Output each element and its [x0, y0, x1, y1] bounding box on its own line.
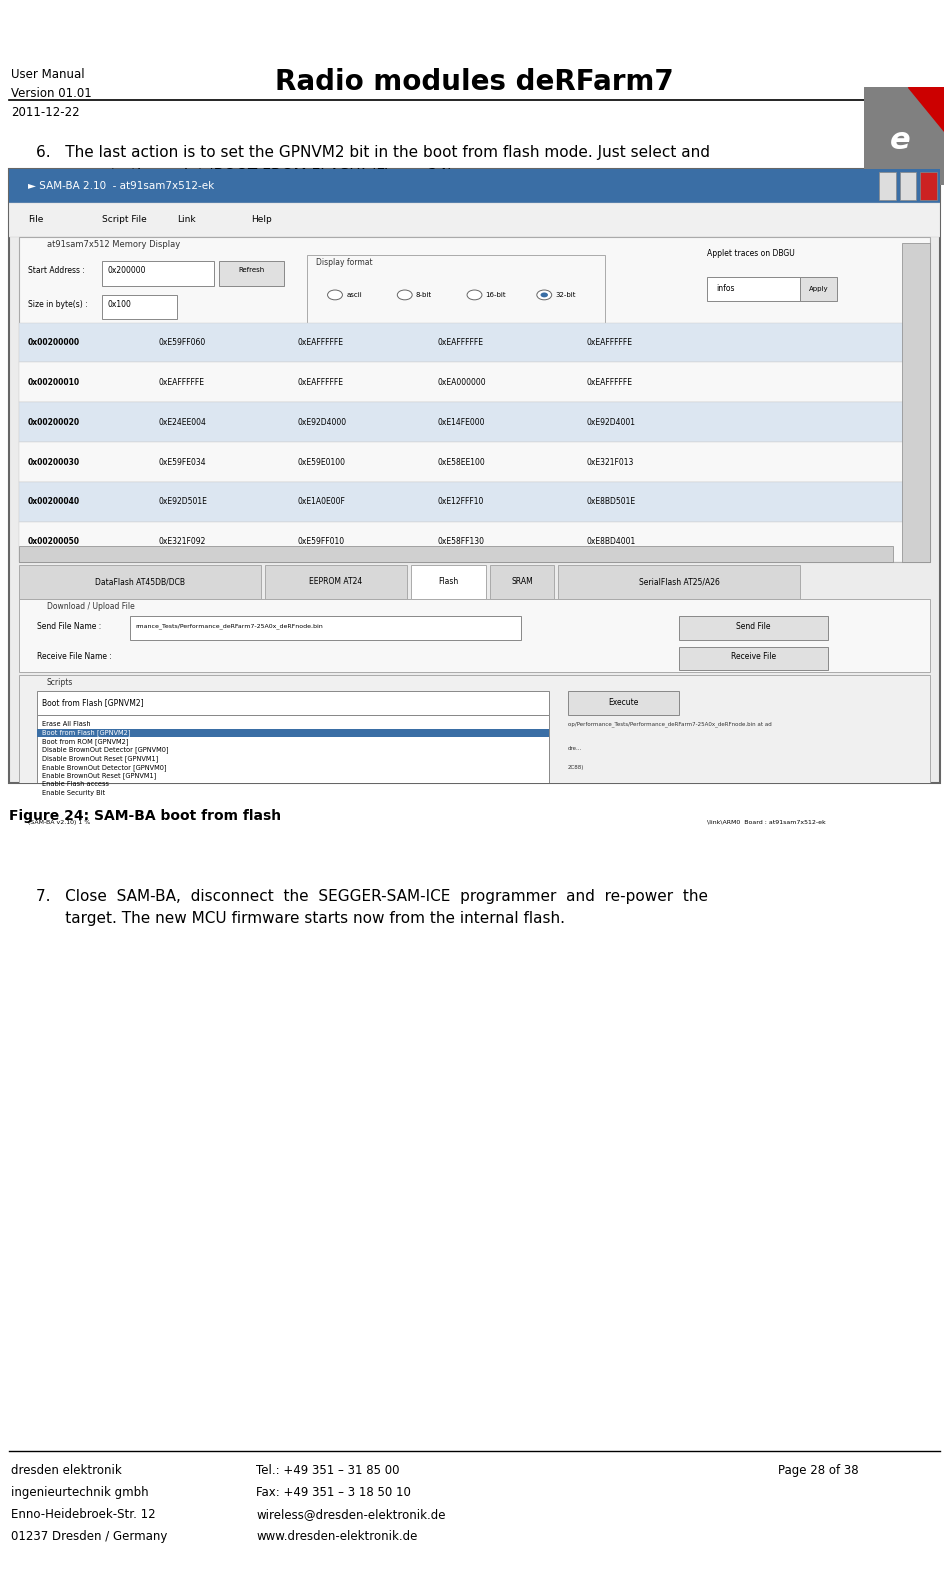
- Text: 7.   Close  SAM-BA,  disconnect  the  SEGGER-SAM-ICE  programmer  and  re-power : 7. Close SAM-BA, disconnect the SEGGER-S…: [36, 889, 708, 926]
- Text: 6.   The last action is to set the GPNVM2 bit in the boot from flash mode. Just : 6. The last action is to set the GPNVM2 …: [36, 145, 710, 183]
- Text: Version 01.01: Version 01.01: [11, 87, 92, 100]
- Text: ingenieurtechnik gmbh: ingenieurtechnik gmbh: [11, 1486, 149, 1499]
- Text: 01237 Dresden / Germany: 01237 Dresden / Germany: [11, 1530, 168, 1543]
- Text: www.dresden-elektronik.de: www.dresden-elektronik.de: [256, 1530, 418, 1543]
- Text: Enno-Heidebroek-Str. 12: Enno-Heidebroek-Str. 12: [11, 1508, 156, 1521]
- Text: 2011-12-22: 2011-12-22: [11, 106, 80, 119]
- Text: Page 28 of 38: Page 28 of 38: [778, 1464, 859, 1477]
- Text: Tel.: +49 351 – 31 85 00: Tel.: +49 351 – 31 85 00: [256, 1464, 400, 1477]
- Bar: [9, 169, 940, 783]
- Text: dresden elektronik: dresden elektronik: [11, 1464, 122, 1477]
- Text: Fax: +49 351 – 3 18 50 10: Fax: +49 351 – 3 18 50 10: [256, 1486, 411, 1499]
- Text: wireless@dresden-elektronik.de: wireless@dresden-elektronik.de: [256, 1508, 446, 1521]
- Text: Figure 24: SAM-BA boot from flash: Figure 24: SAM-BA boot from flash: [9, 809, 282, 824]
- Text: User Manual: User Manual: [11, 68, 85, 81]
- Text: Radio modules deRFarm7: Radio modules deRFarm7: [275, 68, 674, 96]
